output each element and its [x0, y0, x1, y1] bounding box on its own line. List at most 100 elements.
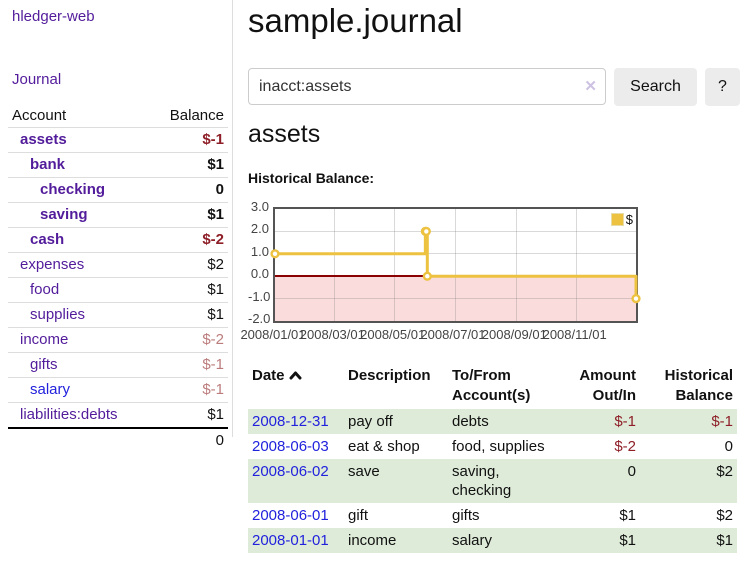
- account-link[interactable]: bank: [30, 156, 66, 173]
- transaction-date-link[interactable]: 2008-06-01: [252, 507, 329, 524]
- transaction-row: 2008-06-01 gift gifts $1 $2: [248, 503, 737, 528]
- legend-label: $: [625, 212, 633, 227]
- transaction-amount: $-1: [614, 413, 636, 430]
- x-axis-tick-label: 2008/07/01: [420, 327, 486, 342]
- transaction-amount: $-2: [614, 438, 636, 455]
- legend-swatch: [610, 213, 624, 226]
- account-balance: $-1: [202, 381, 224, 398]
- transaction-accounts: food, supplies: [452, 438, 545, 455]
- x-axis-tick-label: 2008/09/01: [481, 327, 547, 342]
- account-balance: 0: [215, 181, 224, 198]
- v-gridline: [576, 209, 578, 321]
- app-title-link[interactable]: hledger-web: [12, 8, 95, 25]
- chart-legend: $: [610, 212, 633, 227]
- account-link[interactable]: cash: [30, 231, 65, 248]
- transaction-accounts: gifts: [452, 507, 480, 524]
- v-gridline: [515, 209, 517, 321]
- transaction-date-link[interactable]: 2008-12-31: [252, 413, 329, 430]
- x-axis-tick-label: 2008/01/01: [240, 327, 306, 342]
- column-header-date[interactable]: Date: [248, 363, 344, 409]
- account-balance: $1: [207, 206, 224, 223]
- account-row: liabilities:debts $1: [8, 402, 228, 428]
- transaction-row: 2008-06-02 save saving, checking 0 $2: [248, 459, 737, 503]
- account-link[interactable]: liabilities:debts: [20, 406, 118, 423]
- help-button[interactable]: ?: [705, 68, 740, 106]
- account-row: supplies $1: [8, 302, 228, 328]
- data-point-marker: [270, 249, 280, 259]
- accounts-table: Account Balance assets $-1 bank $1 check…: [8, 104, 228, 453]
- transaction-amount: 0: [627, 463, 636, 480]
- transaction-balance: 0: [724, 438, 733, 455]
- account-balance: $1: [207, 156, 224, 173]
- account-balance: $-2: [202, 331, 224, 348]
- account-link[interactable]: gifts: [30, 356, 58, 373]
- search-button[interactable]: Search: [614, 68, 697, 106]
- account-balance: $1: [207, 306, 224, 323]
- account-link[interactable]: saving: [40, 206, 88, 223]
- h-gridline: [275, 230, 636, 232]
- account-link[interactable]: checking: [40, 181, 106, 198]
- y-axis-tick-label: 1.0: [250, 243, 269, 259]
- transaction-date-link[interactable]: 2008-06-03: [252, 438, 329, 455]
- series-line: [275, 229, 638, 299]
- transaction-accounts: debts: [452, 413, 489, 430]
- account-row: assets $-1: [8, 127, 228, 153]
- chart-title: Historical Balance:: [248, 170, 375, 186]
- accounts-header-balance: Balance: [169, 107, 224, 124]
- transaction-description: income: [348, 532, 397, 549]
- transaction-accounts: saving, checking: [452, 463, 512, 499]
- search-box: ✕: [248, 68, 606, 105]
- account-row: expenses $2: [8, 252, 228, 278]
- transaction-balance: $-1: [711, 413, 733, 430]
- account-balance: $2: [207, 256, 224, 273]
- account-row: income $-2: [8, 327, 228, 353]
- column-header-description: Description: [348, 367, 431, 384]
- accounts-header-account: Account: [12, 107, 67, 124]
- transaction-date-link[interactable]: 2008-06-02: [252, 463, 329, 480]
- account-link[interactable]: expenses: [20, 256, 85, 273]
- account-row: food $1: [8, 277, 228, 303]
- chart-series-svg: [270, 226, 641, 304]
- h-gridline: [275, 253, 636, 255]
- transaction-balance: $2: [716, 507, 733, 524]
- y-axis-tick-label: -2.0: [248, 311, 271, 326]
- y-axis-tick-label: 3.0: [250, 199, 269, 214]
- account-link[interactable]: supplies: [30, 306, 86, 323]
- clear-search-icon[interactable]: ✕: [584, 78, 597, 95]
- transaction-description: pay off: [348, 413, 393, 430]
- v-gridline: [333, 209, 335, 321]
- account-row: checking 0: [8, 177, 228, 203]
- accounts-total-balance: 0: [150, 427, 228, 453]
- transaction-date-link[interactable]: 2008-01-01: [252, 532, 329, 549]
- page-title: sample.journal: [248, 2, 463, 39]
- account-balance: $-1: [202, 131, 224, 148]
- transaction-description: eat & shop: [348, 438, 420, 455]
- search-input[interactable]: [248, 68, 606, 105]
- x-axis-tick-label: 2008/05/01: [360, 327, 426, 342]
- column-header-balance: Historical Balance: [664, 367, 733, 404]
- transaction-description: gift: [348, 507, 369, 524]
- accounts-total-row: 0: [8, 427, 228, 453]
- balance-chart: $ 3.0 2.0 1.0 0.0 -1.0 -2.0 2008/01/01 2008/03/…: [240, 199, 738, 345]
- sidebar: hledger-web Journal Account Balance asse…: [0, 0, 233, 453]
- transactions-header-row: Date Description To/From Account(s) Amou…: [248, 363, 737, 409]
- account-link[interactable]: food: [30, 281, 60, 298]
- accounts-header-row: Account Balance: [8, 104, 228, 128]
- account-link[interactable]: income: [20, 331, 69, 348]
- sidebar-item-journal[interactable]: Journal: [12, 71, 62, 88]
- account-balance: $1: [207, 406, 224, 423]
- transaction-balance: $2: [716, 463, 733, 480]
- account-link[interactable]: assets: [20, 131, 67, 148]
- transaction-amount: $1: [619, 507, 636, 524]
- account-link[interactable]: salary: [30, 381, 71, 398]
- account-row: salary $-1: [8, 377, 228, 403]
- account-balance: $1: [207, 281, 224, 298]
- data-point-marker: [422, 271, 432, 281]
- transaction-description: save: [348, 463, 380, 480]
- account-row: gifts $-1: [8, 352, 228, 378]
- y-axis-tick-label: 2.0: [250, 221, 269, 237]
- account-balance: $-1: [202, 356, 224, 373]
- transaction-balance: $1: [716, 532, 733, 549]
- column-header-amount: Amount Out/In: [579, 367, 636, 404]
- transaction-row: 2008-01-01 income salary $1 $1: [248, 528, 737, 553]
